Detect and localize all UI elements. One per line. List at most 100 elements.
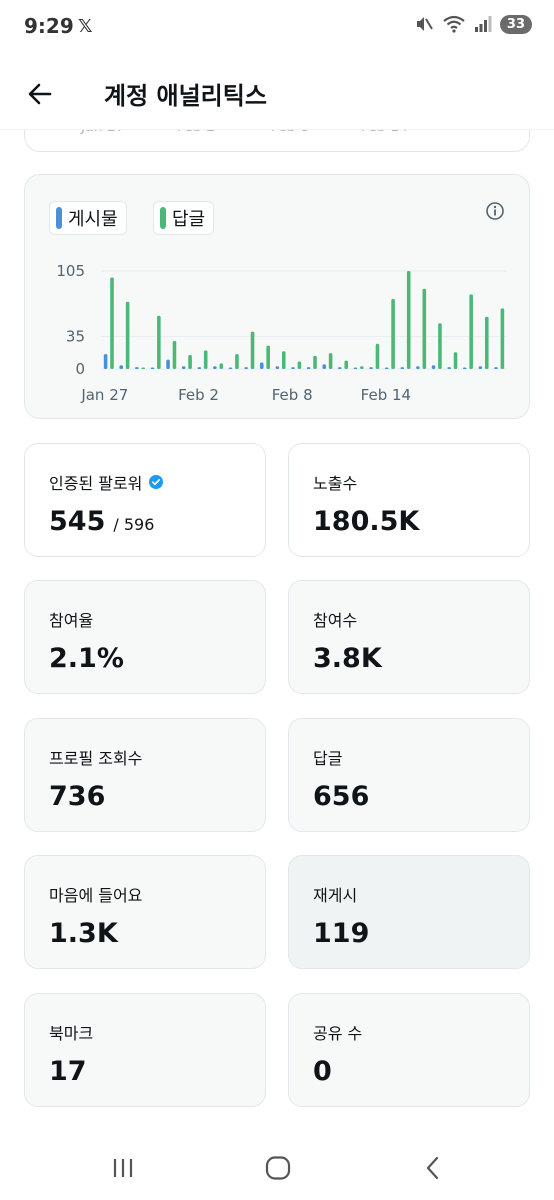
stat-label: 인증된 팔로워 xyxy=(49,470,164,494)
bar-replies[interactable] xyxy=(484,316,489,369)
bar-posts[interactable] xyxy=(291,367,295,369)
bar-replies[interactable] xyxy=(500,308,505,369)
bar-posts[interactable] xyxy=(369,367,373,369)
bar-replies[interactable] xyxy=(172,341,177,369)
x-logo-icon: 𝕏 xyxy=(78,16,93,37)
bar-posts[interactable] xyxy=(353,367,358,370)
stat-label: 참여율 xyxy=(49,611,94,630)
stat-value-total: / 596 xyxy=(113,515,155,534)
bar-replies[interactable] xyxy=(141,367,146,370)
bar-posts[interactable] xyxy=(275,366,280,369)
bar-posts[interactable] xyxy=(447,367,451,369)
status-time: 9:29 xyxy=(24,14,74,38)
bar-replies[interactable] xyxy=(203,350,208,369)
bar-replies[interactable] xyxy=(375,343,380,369)
stat-card-replies[interactable]: 답글 656 xyxy=(288,718,530,832)
bar-posts[interactable] xyxy=(400,367,405,369)
bar-replies[interactable] xyxy=(360,366,364,369)
bar-replies[interactable] xyxy=(110,277,114,369)
bar-posts[interactable] xyxy=(119,365,124,369)
stat-value: 0 xyxy=(313,1056,332,1087)
y-tick-label: 35 xyxy=(66,327,85,345)
bar-replies[interactable] xyxy=(469,294,473,369)
bar-posts[interactable] xyxy=(416,366,420,369)
bar-replies[interactable] xyxy=(297,361,302,369)
home-button[interactable] xyxy=(258,1152,298,1184)
bar-replies[interactable] xyxy=(422,288,427,369)
stat-value: 1.3K xyxy=(49,918,118,949)
bar-replies[interactable] xyxy=(391,299,395,369)
legend-replies[interactable]: 답글 xyxy=(153,201,215,235)
bar-replies[interactable] xyxy=(188,355,192,369)
legend-replies-swatch xyxy=(160,207,166,229)
stat-card-verified-followers[interactable]: 인증된 팔로워 545 / 596 xyxy=(24,443,266,557)
bar-posts[interactable] xyxy=(197,367,202,369)
stat-card-likes[interactable]: 마음에 들어요 1.3K xyxy=(24,855,266,969)
bar-replies[interactable] xyxy=(250,331,255,369)
bar-posts[interactable] xyxy=(244,367,248,369)
bar-posts[interactable] xyxy=(462,367,467,370)
status-bar: 9:29 𝕏 33 xyxy=(0,0,554,56)
stat-card-engagements[interactable]: 참여수 3.8K xyxy=(288,580,530,694)
bar-replies[interactable] xyxy=(438,323,442,369)
bar-replies[interactable] xyxy=(219,363,224,369)
bar-posts[interactable] xyxy=(259,362,264,369)
stat-card-reposts[interactable]: 재게시 119 xyxy=(288,855,530,969)
stat-value: 17 xyxy=(49,1056,87,1087)
stat-label: 프로필 조회수 xyxy=(49,749,143,768)
stat-label: 재게시 xyxy=(313,886,358,905)
system-nav-bar xyxy=(0,1136,554,1200)
bar-replies[interactable] xyxy=(235,354,239,369)
bar-replies[interactable] xyxy=(406,271,411,369)
arrow-left-icon xyxy=(28,83,52,105)
stat-card-impressions[interactable]: 노출수 180.5K xyxy=(288,443,530,557)
bar-posts[interactable] xyxy=(103,354,108,369)
legend-posts[interactable]: 게시물 xyxy=(49,201,127,235)
activity-chart-card: 게시물 답글 0 35 105 Jan 27 Feb 2 Feb 8 Feb 14 xyxy=(24,174,530,419)
bar-replies[interactable] xyxy=(328,353,333,369)
stat-label: 노출수 xyxy=(313,474,358,493)
bar-posts[interactable] xyxy=(181,366,186,369)
legend-replies-label: 답글 xyxy=(172,209,206,230)
mute-icon xyxy=(416,17,433,31)
bar-posts[interactable] xyxy=(322,364,327,369)
bar-replies[interactable] xyxy=(344,360,349,369)
stat-value: 545 / 596 xyxy=(49,506,154,537)
bar-posts[interactable] xyxy=(228,367,233,370)
stat-value: 3.8K xyxy=(313,643,382,674)
bar-posts[interactable] xyxy=(338,367,342,369)
stat-label: 공유 수 xyxy=(313,1024,363,1043)
bar-posts[interactable] xyxy=(135,367,139,369)
stat-label: 답글 xyxy=(313,749,343,768)
x-tick-label: Feb 2 xyxy=(178,386,219,404)
bar-replies[interactable] xyxy=(313,355,317,369)
recent-apps-icon xyxy=(113,1159,133,1177)
x-tick-label: Feb 8 xyxy=(272,386,313,404)
stat-card-engagement-rate[interactable]: 참여율 2.1% xyxy=(24,580,266,694)
status-icons: 33 xyxy=(414,14,532,34)
verified-badge-icon xyxy=(149,475,164,489)
bar-replies[interactable] xyxy=(266,345,270,369)
bar-replies[interactable] xyxy=(157,315,161,369)
bar-posts[interactable] xyxy=(384,367,389,370)
bar-replies[interactable] xyxy=(453,352,458,369)
stat-card-bookmarks[interactable]: 북마크 17 xyxy=(24,993,266,1107)
bar-posts[interactable] xyxy=(150,367,155,370)
back-button[interactable] xyxy=(22,76,58,112)
stat-label: 마음에 들어요 xyxy=(49,886,143,905)
bar-posts[interactable] xyxy=(431,365,436,369)
bar-replies[interactable] xyxy=(125,301,130,369)
stat-value: 119 xyxy=(313,918,370,949)
system-back-button[interactable] xyxy=(413,1152,453,1184)
recent-apps-button[interactable] xyxy=(103,1152,143,1184)
bar-posts[interactable] xyxy=(213,366,217,369)
stat-card-profile-visits[interactable]: 프로필 조회수 736 xyxy=(24,718,266,832)
bar-posts[interactable] xyxy=(166,359,170,369)
bar-posts[interactable] xyxy=(494,367,498,369)
bar-posts[interactable] xyxy=(478,366,483,369)
bar-replies[interactable] xyxy=(281,351,286,369)
bar-posts[interactable] xyxy=(306,367,311,369)
info-icon[interactable] xyxy=(485,201,505,221)
legend-posts-label: 게시물 xyxy=(68,209,118,230)
stat-card-shares[interactable]: 공유 수 0 xyxy=(288,993,530,1107)
